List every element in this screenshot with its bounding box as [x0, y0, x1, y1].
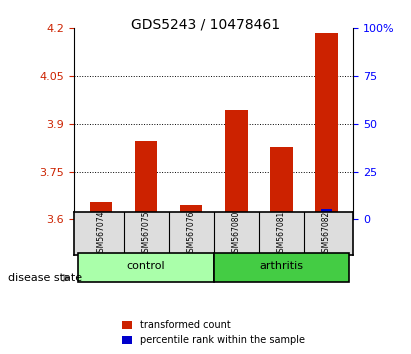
- Bar: [270, 147, 293, 219]
- Text: GSM567076: GSM567076: [187, 210, 196, 257]
- Text: GDS5243 / 10478461: GDS5243 / 10478461: [131, 18, 280, 32]
- Bar: [231, 213, 242, 219]
- Text: GSM567074: GSM567074: [97, 210, 106, 257]
- Bar: [315, 33, 338, 219]
- Bar: [90, 202, 112, 219]
- Text: GSM567082: GSM567082: [322, 211, 331, 257]
- FancyBboxPatch shape: [79, 253, 214, 282]
- Bar: [135, 142, 157, 219]
- Bar: [141, 213, 152, 219]
- Text: disease state: disease state: [8, 273, 82, 283]
- Text: GSM567080: GSM567080: [232, 210, 241, 257]
- Bar: [225, 110, 247, 219]
- Legend: transformed count, percentile rank within the sample: transformed count, percentile rank withi…: [119, 316, 309, 349]
- Bar: [321, 209, 332, 219]
- Bar: [276, 212, 287, 219]
- Text: GSM567075: GSM567075: [142, 210, 150, 257]
- Text: arthritis: arthritis: [259, 261, 303, 271]
- Text: control: control: [127, 261, 165, 271]
- Bar: [95, 216, 107, 219]
- FancyBboxPatch shape: [214, 253, 349, 282]
- Bar: [180, 205, 203, 219]
- Text: GSM567081: GSM567081: [277, 211, 286, 257]
- Bar: [185, 214, 197, 219]
